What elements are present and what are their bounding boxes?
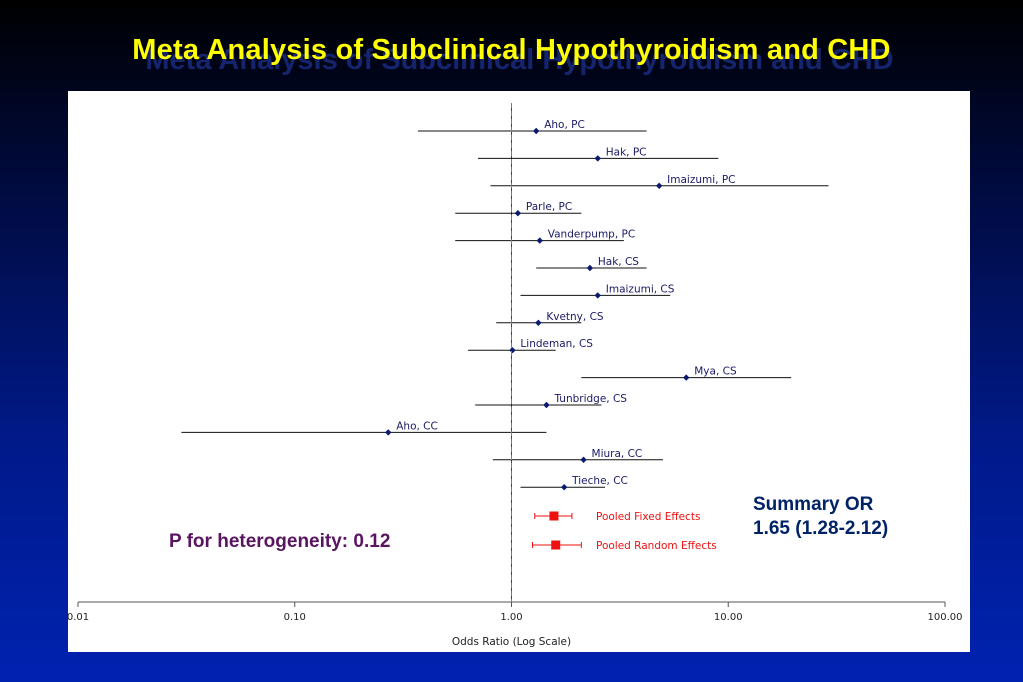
study-row: Hak, CS — [536, 256, 647, 272]
study-label: Aho, CC — [396, 420, 438, 432]
x-tick-label: 0.01 — [68, 612, 89, 623]
heterogeneity-p: P for heterogeneity: 0.12 — [169, 531, 391, 552]
pooled-estimate — [549, 511, 559, 521]
point-estimate — [536, 237, 543, 244]
point-estimate — [580, 456, 587, 463]
study-row: Aho, PC — [417, 119, 647, 135]
point-estimate — [535, 319, 542, 326]
point-estimate — [543, 401, 550, 409]
study-label: Miura, CC — [592, 448, 643, 460]
study-label: Vanderpump, PC — [548, 229, 635, 241]
pooled-label: Pooled Fixed Effects — [596, 511, 700, 523]
study-label: Imaizumi, PC — [667, 174, 735, 186]
pooled-row: Pooled Random Effects — [532, 540, 717, 552]
slide-title: Meta Analysis of Subclinical Hypothyroid… — [132, 34, 891, 66]
point-estimate — [594, 155, 601, 162]
x-tick-label: 10.00 — [714, 612, 743, 623]
study-label: Tunbridge, CS — [553, 393, 627, 405]
point-estimate — [655, 182, 663, 189]
study-row: Vanderpump, PC — [455, 229, 635, 244]
study-label: Tieche, CC — [571, 475, 628, 487]
x-tick-label: 1.00 — [500, 612, 522, 623]
summary-or-label: Summary OR — [753, 494, 874, 515]
study-row: Kvetny, CS — [496, 311, 604, 326]
x-tick-label: 100.00 — [928, 612, 963, 623]
study-label: Hak, PC — [606, 146, 647, 158]
pooled-estimates: Pooled Fixed Effects Pooled Random Effect… — [532, 511, 717, 552]
study-row: Imaizumi, CS — [520, 283, 675, 299]
study-label: Kvetny, CS — [546, 311, 604, 323]
forest-plot: 0.01 0.10 1.00 10.00 100.00 Odds Ratio (Log … — [68, 103, 963, 648]
study-label: Hak, CS — [598, 256, 639, 268]
study-label: Imaizumi, CS — [606, 283, 675, 295]
study-label: Mya, CS — [694, 366, 737, 378]
point-estimate — [594, 292, 601, 299]
point-estimate — [586, 264, 594, 272]
study-row: Mya, CS — [581, 366, 792, 381]
study-label: Aho, PC — [544, 119, 585, 131]
x-axis-label: Odds Ratio (Log Scale) — [452, 636, 571, 648]
study-label: Parle, PC — [526, 201, 572, 213]
study-label: Lindeman, CS — [520, 338, 593, 350]
study-row: Hak, PC — [477, 146, 719, 162]
point-estimate — [509, 347, 516, 354]
pooled-row: Pooled Fixed Effects — [534, 511, 700, 523]
point-estimate — [514, 210, 522, 217]
study-row: Parle, PC — [455, 201, 582, 217]
x-tick-label: 0.10 — [284, 612, 306, 623]
point-estimate — [683, 374, 690, 381]
x-axis: 0.01 0.10 1.00 10.00 100.00 Odds Ratio (Log … — [68, 601, 963, 648]
forest-plot-panel: 0.01 0.10 1.00 10.00 100.00 Odds Ratio (Log … — [68, 91, 970, 652]
study-row: Tieche, CC — [520, 475, 628, 491]
title-shadow: Meta Analysis of Subclinical Hypothyroid… — [145, 44, 894, 76]
point-estimate — [560, 484, 568, 491]
study-row: Tunbridge, CS — [475, 393, 627, 409]
point-estimate — [532, 127, 540, 135]
study-row: Imaizumi, PC — [490, 174, 829, 189]
study-row: Lindeman, CS — [468, 338, 593, 354]
pooled-estimate — [551, 540, 561, 550]
study-row: Aho, CC — [181, 420, 547, 436]
study-row: Miura, CC — [492, 448, 664, 463]
summary-or: Summary OR 1.65 (1.28-2.12) — [753, 493, 888, 541]
point-estimate — [385, 429, 392, 436]
summary-or-value: 1.65 (1.28-2.12) — [753, 518, 889, 539]
pooled-label: Pooled Random Effects — [596, 540, 717, 552]
study-estimates: Aho, PC Hak, PC Imaizumi, PC Parle, PC Vande… — [181, 119, 829, 491]
